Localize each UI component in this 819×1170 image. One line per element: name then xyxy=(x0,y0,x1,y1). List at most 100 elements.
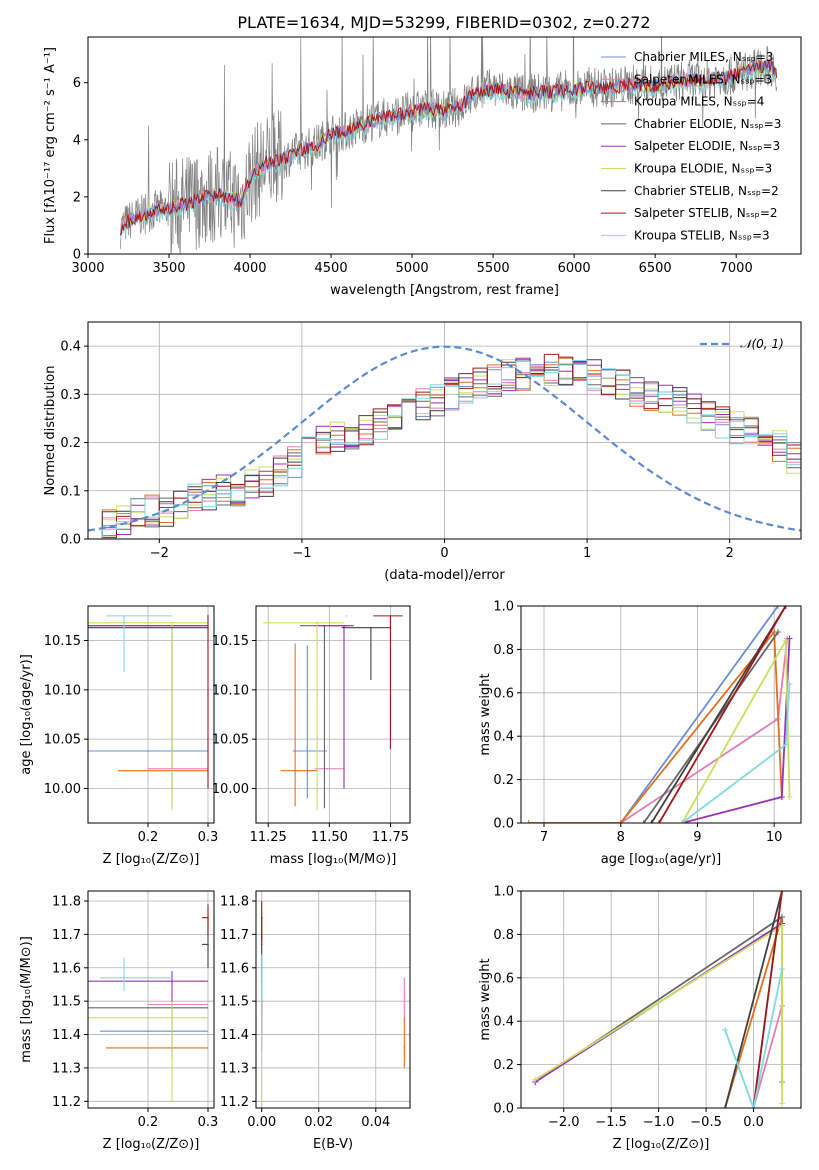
plus-marker xyxy=(722,1105,729,1108)
data-point xyxy=(260,977,263,979)
normal-curve-line xyxy=(88,345,801,532)
mass-weight-line xyxy=(752,891,783,1108)
legend-entry: Chabrier ELODIE, Nₛₛₚ=3 xyxy=(634,117,781,131)
x-axis-label: Z [log₁₀(Z/Z⊙)] xyxy=(103,852,200,867)
histogram-step-line xyxy=(88,357,801,539)
y-tick-label: 11.6 xyxy=(52,961,81,976)
y-tick-label: 10.00 xyxy=(212,782,249,797)
y-tick-label: 0.6 xyxy=(493,971,514,986)
y-tick-label: 2 xyxy=(73,190,81,205)
data-point xyxy=(326,767,328,770)
y-tick-label: 0.4 xyxy=(60,340,81,355)
mass-weight-line xyxy=(681,637,791,823)
mass-weight-line xyxy=(620,638,789,823)
x-tick-label: 0.00 xyxy=(247,1115,276,1130)
residuals-plot-frame xyxy=(87,321,802,540)
plus-marker xyxy=(779,914,786,921)
y-tick-label: 11.2 xyxy=(52,1095,81,1110)
plot-area xyxy=(88,615,209,811)
x-tick-label: 0.0 xyxy=(743,1115,764,1130)
plus-marker xyxy=(532,1076,539,1083)
y-tick-label: 0.1 xyxy=(60,484,81,499)
x-axis-label: Z [log₁₀(Z/Z⊙)] xyxy=(613,1137,710,1152)
data-point xyxy=(343,624,345,627)
histogram-step-line xyxy=(88,359,801,539)
histogram-step-line xyxy=(88,364,801,539)
plot-frame xyxy=(520,605,802,824)
axes-mass-vs-Z: 0.2 0.3 11.2 11.3 11.4 11.5 11.6 11.7 11.8 Z [log… xyxy=(19,890,218,1152)
y-tick-label: 10.10 xyxy=(44,683,81,698)
x-tick-label: 7000 xyxy=(720,261,753,276)
data-point xyxy=(123,977,125,979)
gridlines xyxy=(88,322,801,540)
gridlines xyxy=(256,891,410,1108)
y-tick-label: 11.5 xyxy=(220,995,249,1010)
data-point xyxy=(171,621,173,624)
legend-entry: Kroupa STELIB, Nₛₛₚ=3 xyxy=(634,228,770,242)
plus-marker xyxy=(786,681,793,688)
plus-marker xyxy=(782,741,789,748)
y-tick-label: 10.15 xyxy=(44,634,81,649)
y-tick-label: 0.0 xyxy=(60,533,81,548)
plot-area xyxy=(119,37,778,254)
y-axis-label: mass [log₁₀(M/M⊙)] xyxy=(19,936,34,1063)
x-tick-label: 0.3 xyxy=(198,830,219,845)
data-point xyxy=(147,750,149,752)
x-tick-label: −0.5 xyxy=(690,1115,722,1130)
legend-entry: Salpeter STELIB, Nₛₛₚ=2 xyxy=(634,206,778,220)
y-tick-label: 11.5 xyxy=(52,995,81,1010)
x-tick-label: 1 xyxy=(583,546,591,561)
plus-marker xyxy=(782,606,789,609)
x-axis-label: wavelength [Angstrom, rest frame] xyxy=(330,283,559,298)
x-tick-label: 3500 xyxy=(152,261,185,276)
observed-spectrum-line xyxy=(120,37,778,254)
x-tick-label: 4500 xyxy=(315,261,348,276)
y-axis-label: age [log₁₀(age/yr)] xyxy=(19,654,34,775)
plot-frame xyxy=(255,890,411,1109)
plus-marker xyxy=(782,637,789,644)
y-tick-label: 0 xyxy=(73,248,81,263)
y-tick-label: 1.0 xyxy=(493,600,514,615)
x-tick-label: 4000 xyxy=(233,261,266,276)
data-point xyxy=(171,980,173,982)
legend-entry: Kroupa ELODIE, Nₛₛₚ=3 xyxy=(634,162,772,176)
y-tick-label: 10.10 xyxy=(212,683,249,698)
plus-marker xyxy=(656,820,663,823)
data-point xyxy=(316,621,318,624)
y-tick-label: 6 xyxy=(73,76,81,91)
y-tick-label: 0.6 xyxy=(493,686,514,701)
y-tick-label: 0.4 xyxy=(493,1015,514,1030)
x-tick-label: 5000 xyxy=(396,261,429,276)
histogram-step-line xyxy=(88,360,801,539)
plot-area xyxy=(88,904,209,1102)
x-axis-label: (data-model)/error xyxy=(384,568,505,583)
x-tick-label: 11.50 xyxy=(311,830,348,845)
plus-marker xyxy=(525,820,532,823)
plus-marker xyxy=(786,793,793,800)
data-point xyxy=(294,769,296,772)
y-tick-label: 11.7 xyxy=(52,928,81,943)
data-point xyxy=(306,750,309,752)
data-point xyxy=(123,615,125,617)
y-tick-label: 0.4 xyxy=(493,730,514,745)
histogram-step-line xyxy=(88,353,801,539)
y-tick-label: 0.0 xyxy=(493,817,514,832)
plot-area xyxy=(263,615,403,811)
mass-weight-line xyxy=(724,968,783,1108)
model-spectrum-line xyxy=(119,59,778,236)
data-point xyxy=(403,1003,406,1006)
y-tick-label: 0.3 xyxy=(60,388,81,403)
data-point xyxy=(370,626,372,629)
x-axis-label: E(B-V) xyxy=(313,1137,353,1152)
plus-marker xyxy=(640,820,647,823)
x-tick-label: 10 xyxy=(766,830,783,845)
plot-area xyxy=(260,901,406,1102)
x-tick-label: −1.0 xyxy=(643,1115,675,1130)
mass-weight-line xyxy=(619,606,779,823)
legend-entry: Kroupa MILES, Nₛₛₚ=4 xyxy=(634,95,764,109)
data-point xyxy=(345,615,348,617)
y-tick-label: 10.05 xyxy=(44,733,81,748)
x-tick-label: 2 xyxy=(726,546,734,561)
data-point xyxy=(207,943,209,946)
x-tick-label: 6500 xyxy=(639,261,672,276)
